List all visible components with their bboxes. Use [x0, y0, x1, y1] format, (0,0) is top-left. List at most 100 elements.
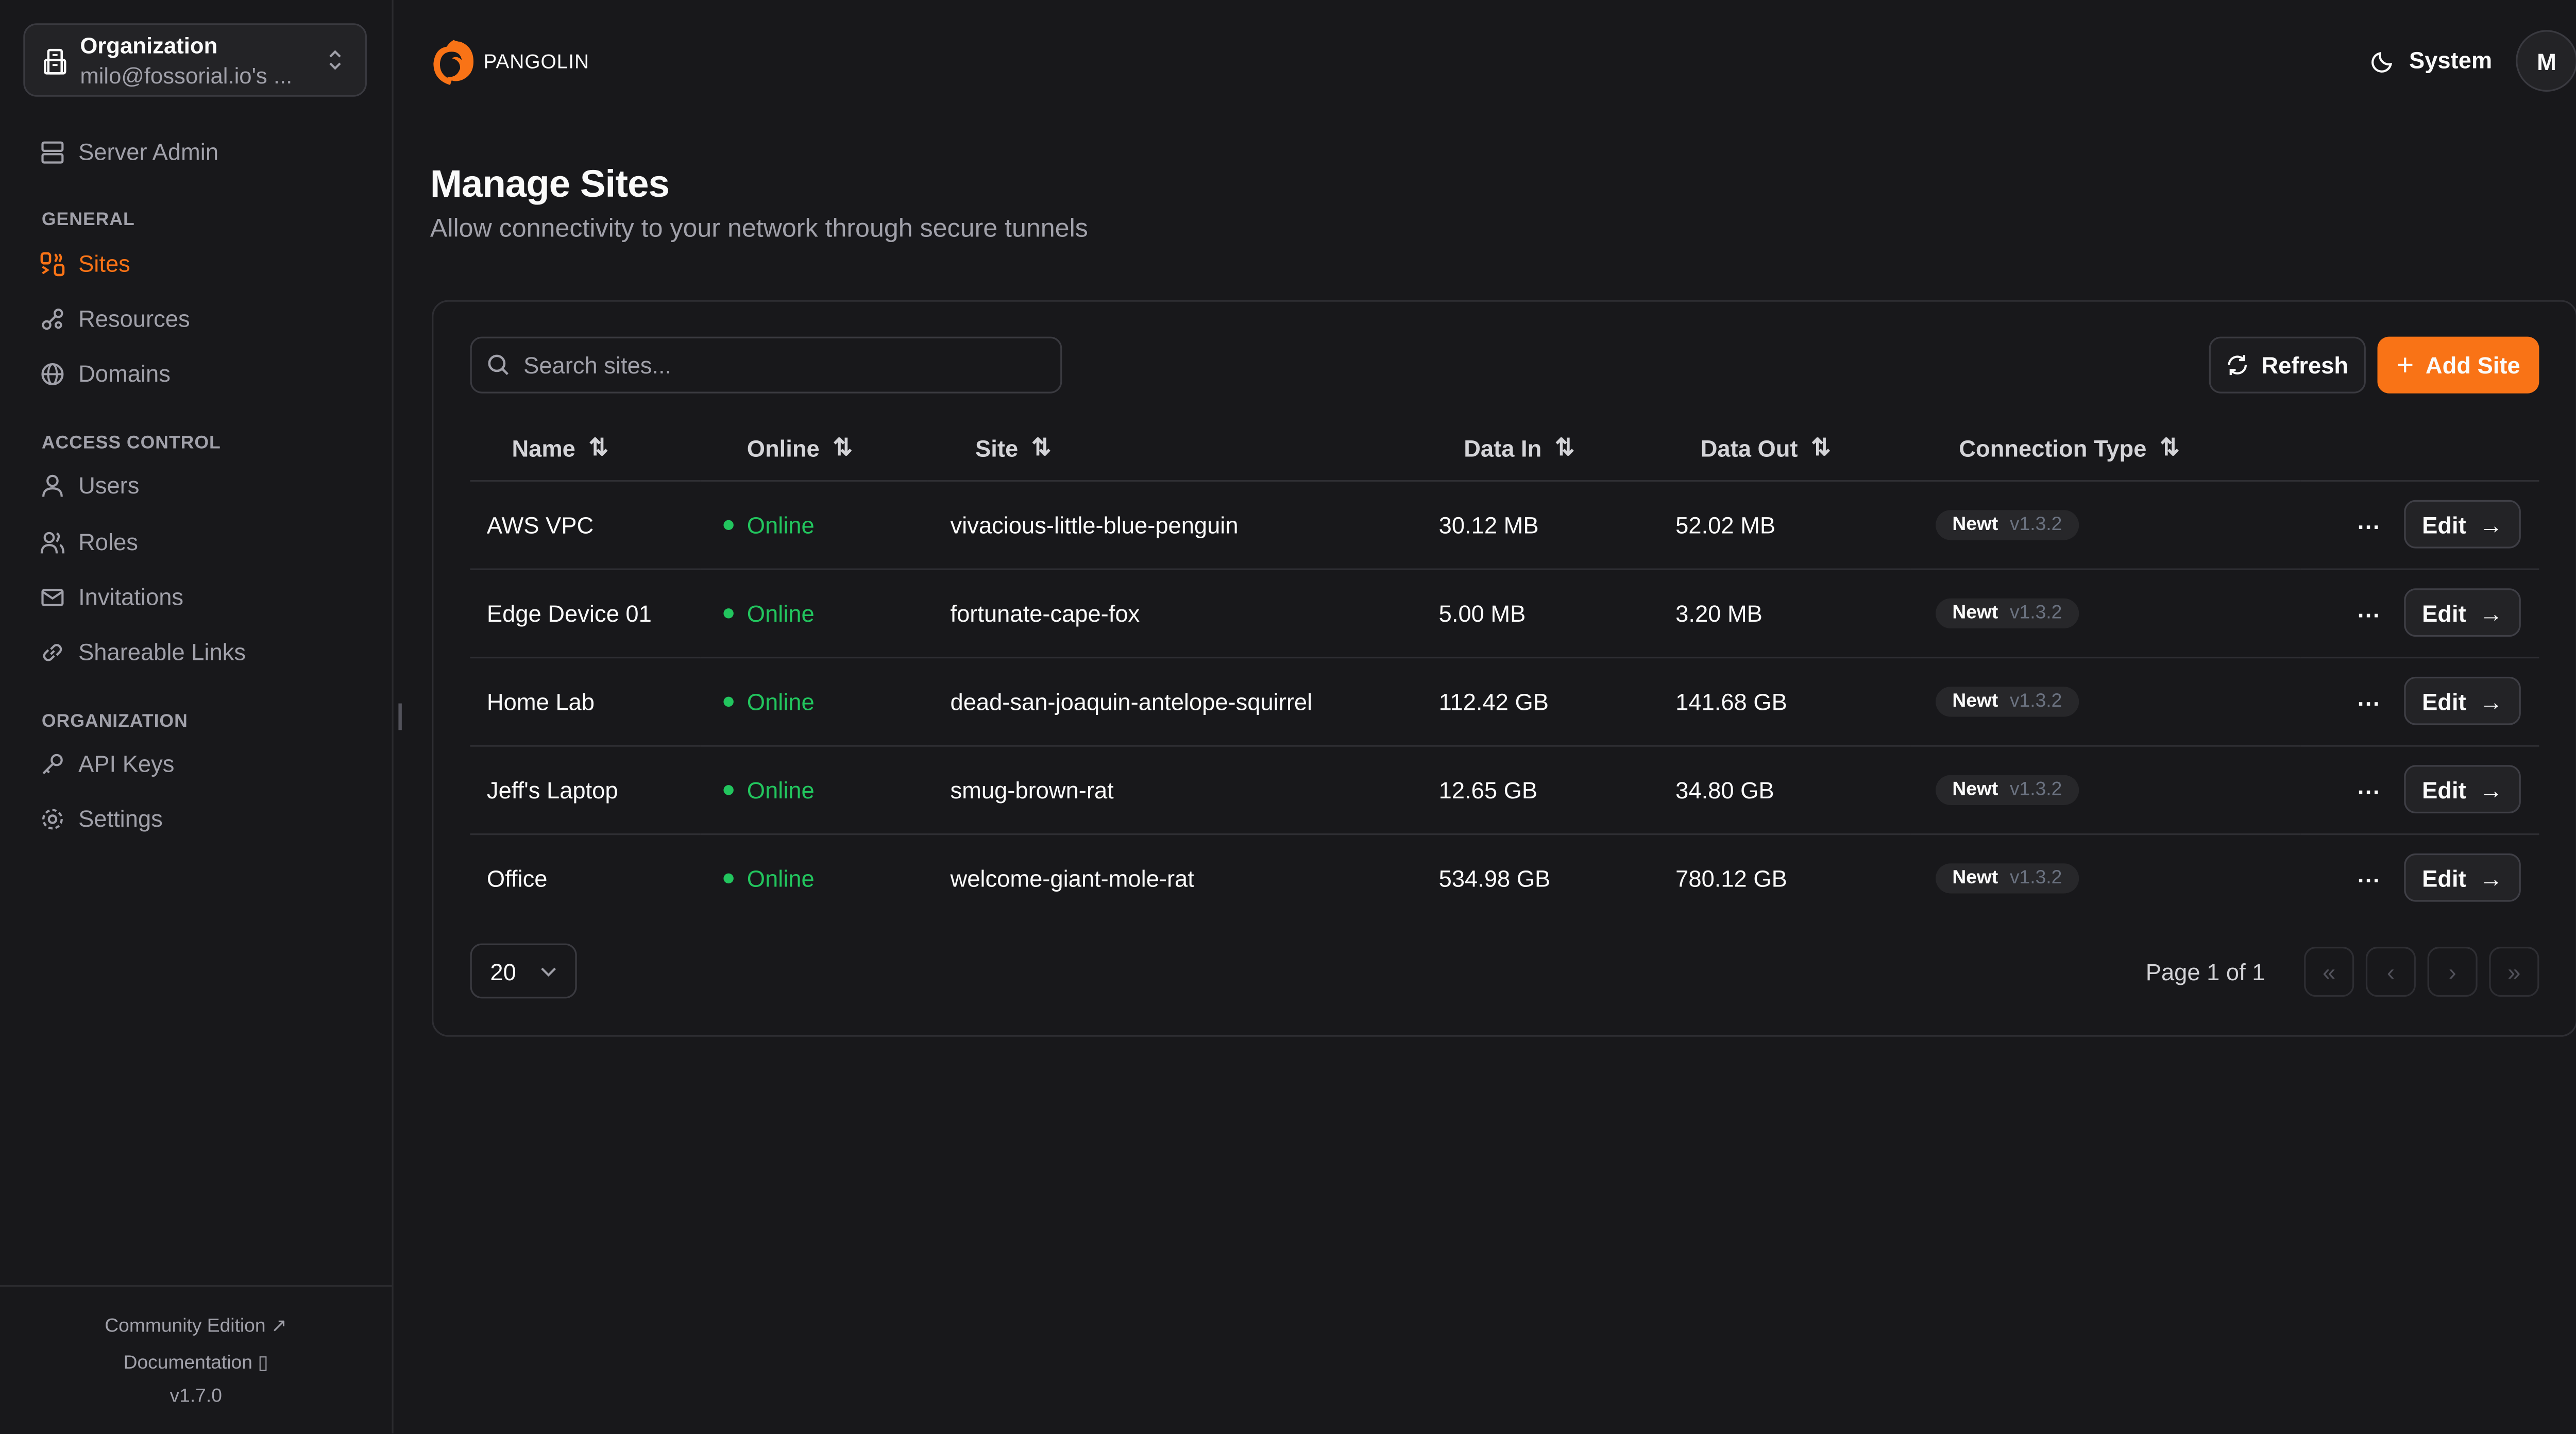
next-page-button[interactable]: ›	[2427, 947, 2478, 997]
sidebar-item-roles[interactable]: Roles	[40, 528, 138, 555]
avatar[interactable]: M	[2516, 30, 2576, 92]
theme-toggle[interactable]: System	[2371, 47, 2492, 73]
sites-table: Name ⇅ Online ⇅ Site ⇅ Data In ⇅ Data Out ⇅ C…	[470, 417, 2539, 922]
table-row: Jeff's Laptop Online smug-brown-rat 12.6…	[470, 745, 2539, 834]
sidebar-item-label: Users	[78, 471, 140, 499]
connection-type: Newt	[1952, 868, 1998, 889]
sort-data-in[interactable]: Data In ⇅	[1464, 434, 1574, 462]
section-access-control: ACCESS CONTROL	[41, 433, 221, 454]
sort-data-out[interactable]: Data Out ⇅	[1701, 434, 1831, 462]
sites-icon	[40, 251, 65, 276]
page-indicator: Page 1 of 1	[2145, 958, 2265, 985]
brand-logo[interactable]: PANGOLIN	[430, 37, 589, 87]
connection-badge: Newt v1.3.2	[1935, 864, 2079, 894]
edit-button[interactable]: Edit →	[2404, 676, 2521, 725]
more-actions-icon[interactable]: ···	[2357, 601, 2381, 628]
first-page-button[interactable]: «	[2304, 947, 2354, 997]
sidebar-item-label: Invitations	[78, 583, 184, 610]
more-actions-icon[interactable]: ···	[2357, 513, 2381, 540]
data-out: 34.80 GB	[1652, 745, 1911, 834]
column-name: Name	[512, 434, 575, 462]
sidebar-resize-handle[interactable]	[398, 703, 402, 730]
pangolin-logo-icon	[433, 40, 474, 86]
edit-label: Edit	[2422, 510, 2466, 538]
data-out: 52.02 MB	[1652, 480, 1911, 570]
sidebar-item-sites[interactable]: Sites	[40, 250, 130, 277]
arrow-right-icon: →	[2479, 510, 2503, 538]
add-site-button[interactable]: + Add Site	[2377, 336, 2539, 394]
status-label: Online	[747, 776, 815, 803]
sort-connection-type[interactable]: Connection Type ⇅	[1959, 434, 2179, 462]
connection-type: Newt	[1952, 780, 1998, 800]
sidebar-item-label: Roles	[78, 528, 138, 555]
sort-icon: ⇅	[1811, 434, 1831, 460]
status-online: Online	[723, 599, 927, 626]
connection-version: v1.3.2	[2009, 603, 2062, 624]
last-page-button[interactable]: »	[2489, 947, 2539, 997]
org-switcher[interactable]: Organization milo@fossorial.io's ...	[23, 23, 367, 97]
documentation-label: Documentation	[123, 1353, 252, 1374]
building-icon	[44, 48, 66, 75]
page-title: Manage Sites	[430, 161, 670, 206]
sort-site[interactable]: Site ⇅	[975, 434, 1051, 462]
search-field[interactable]	[470, 336, 1062, 394]
sidebar-item-settings[interactable]: Settings	[40, 805, 163, 832]
status-online: Online	[723, 865, 927, 891]
connection-version: v1.3.2	[2009, 780, 2062, 800]
site-id: smug-brown-rat	[927, 745, 1417, 834]
community-edition-link[interactable]: Community Edition ↗	[0, 1313, 392, 1337]
table-row: Office Online welcome-giant-mole-rat 534…	[470, 833, 2539, 922]
connection-type: Newt	[1952, 603, 1998, 624]
table-row: Home Lab Online dead-san-joaquin-antelop…	[470, 656, 2539, 746]
status-dot-icon	[723, 784, 734, 794]
chevrons-up-down-icon	[329, 50, 341, 70]
sort-icon: ⇅	[2160, 434, 2180, 460]
sort-icon: ⇅	[1031, 434, 1052, 460]
link-icon	[43, 643, 62, 660]
connection-badge: Newt v1.3.2	[1935, 510, 2079, 540]
edit-button[interactable]: Edit →	[2404, 853, 2521, 902]
sort-name[interactable]: Name ⇅	[512, 434, 608, 462]
refresh-label: Refresh	[2261, 351, 2349, 379]
connection-version: v1.3.2	[2009, 868, 2062, 889]
sidebar-item-resources[interactable]: Resources	[40, 305, 190, 332]
edit-button[interactable]: Edit →	[2404, 588, 2521, 637]
connection-version: v1.3.2	[2009, 515, 2062, 535]
sidebar-item-users[interactable]: Users	[40, 471, 140, 499]
sort-icon: ⇅	[1555, 434, 1575, 460]
sidebar-item-domains[interactable]: Domains	[40, 360, 171, 387]
page-size-select[interactable]: 20	[470, 943, 577, 999]
sidebar-item-label: Server Admin	[78, 138, 219, 165]
data-out: 780.12 GB	[1675, 864, 1787, 892]
chevron-right-icon: ›	[2448, 958, 2456, 985]
users-icon	[40, 531, 65, 553]
connection-type: Newt	[1952, 691, 1998, 712]
more-actions-icon[interactable]: ···	[2357, 690, 2381, 716]
sidebar-item-api-keys[interactable]: API Keys	[40, 750, 174, 777]
sidebar-item-shareable-links[interactable]: Shareable Links	[40, 638, 246, 665]
site-id: dead-san-joaquin-antelope-squirrel	[927, 656, 1417, 746]
site-name: Home Lab	[470, 656, 701, 746]
more-actions-icon[interactable]: ···	[2357, 778, 2381, 805]
search-input[interactable]	[523, 351, 1024, 379]
edit-button[interactable]: Edit →	[2404, 765, 2521, 814]
edit-label: Edit	[2422, 687, 2466, 714]
sidebar-item-server-admin[interactable]: Server Admin	[40, 139, 218, 165]
connection-badge: Newt v1.3.2	[1935, 687, 2079, 717]
data-in: 12.65 GB	[1417, 745, 1652, 834]
more-actions-icon[interactable]: ···	[2357, 866, 2381, 894]
status-online: Online	[723, 688, 927, 714]
site-id: vivacious-little-blue-penguin	[927, 480, 1417, 570]
prev-page-button[interactable]: ‹	[2365, 947, 2416, 997]
edit-button[interactable]: Edit →	[2404, 500, 2521, 549]
status-online: Online	[723, 511, 927, 538]
refresh-button[interactable]: Refresh	[2209, 336, 2366, 394]
data-in: 112.42 GB	[1417, 656, 1652, 746]
sidebar-item-invitations[interactable]: Invitations	[40, 584, 183, 610]
sidebar-item-label: Domains	[78, 360, 171, 387]
external-link-icon: ↗	[270, 1317, 287, 1337]
documentation-link[interactable]: Documentation ▯	[0, 1350, 392, 1374]
sort-online[interactable]: Online ⇅	[747, 434, 853, 462]
server-icon	[41, 140, 64, 163]
chevrons-left-icon: «	[2323, 958, 2336, 985]
